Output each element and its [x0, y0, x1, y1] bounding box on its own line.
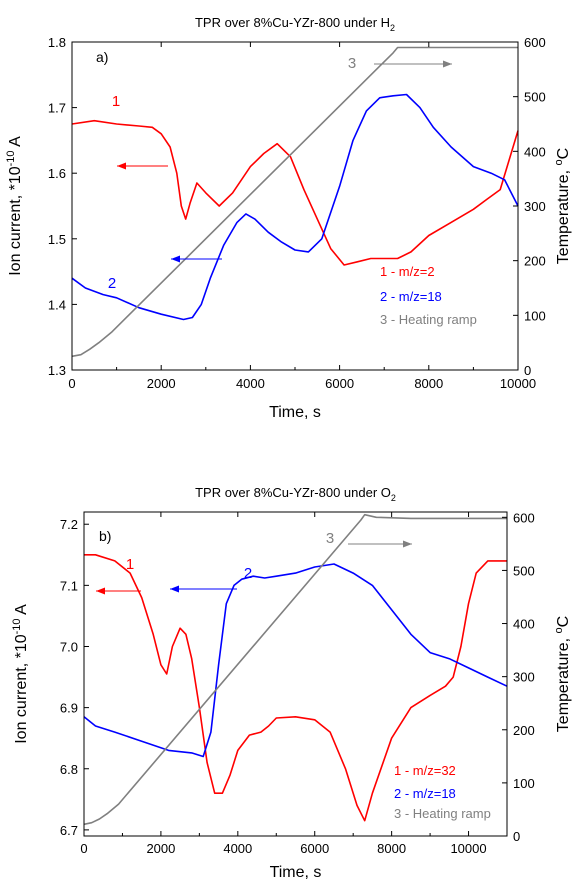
panel-b-legend-entry-2: 2 - m/z=18	[394, 786, 456, 801]
panel-a-legend-entry-3: 3 - Heating ramp	[380, 312, 477, 327]
panel-b-y2-tick-label: 100	[513, 776, 535, 791]
panel-b-y2-tick-label: 600	[513, 510, 535, 525]
panel-b-title: TPR over 8%Cu-YZr-800 under O2	[195, 485, 396, 503]
panel-a-legend-entry-2: 2 - m/z=18	[380, 289, 442, 304]
panel-b-y-tick-label: 7.0	[60, 639, 78, 654]
panel-a-series-1-line	[71, 119, 519, 266]
panel-a-series-3-line	[71, 46, 518, 358]
panel-b-curve-label-2: 2	[244, 565, 252, 582]
panel-a-y-axis-label: Ion current, *10-10 A	[5, 136, 24, 276]
panel-b-series-3-line	[83, 513, 507, 826]
panel-b-y-tick-label: 7.1	[60, 578, 78, 593]
panel-b-y2-tick-label: 400	[513, 617, 535, 632]
panel-b-panel-letter: b)	[99, 528, 111, 544]
panel-b-legend-entry-1: 1 - m/z=32	[394, 763, 456, 778]
panel-a-x-tick-label: 4000	[236, 376, 265, 391]
panel-b-curve-label-1: 1	[126, 556, 134, 573]
panel-a-x-tick-label: 2000	[147, 376, 176, 391]
panel-b-x-tick-label: 8000	[377, 841, 406, 856]
panel-a-y2-tick-label: 500	[524, 90, 546, 105]
panel-b-axis-arrow-head-3	[403, 540, 412, 548]
panel-a-y-tick-label: 1.6	[48, 166, 66, 181]
panel-b-y-tick-label: 6.8	[60, 762, 78, 777]
panel-a-curve-label-2: 2	[108, 275, 116, 292]
panel-a-y2-tick-label: 200	[524, 254, 546, 269]
panel-b-y2-axis-label: Temperature, oC	[553, 616, 572, 732]
panel-a-y2-tick-label: 300	[524, 199, 546, 214]
panel-b-axis-arrow-head-1	[96, 587, 105, 595]
panel-b-series-1-line	[84, 554, 507, 822]
panel-b-curve-label-3: 3	[326, 530, 334, 547]
panel-b-y2-tick-label: 0	[513, 829, 520, 844]
panel-a-y2-tick-label: 100	[524, 308, 546, 323]
panel-b-x-axis-label: Time, s	[270, 864, 322, 881]
panel-a-curve-label-3: 3	[348, 55, 356, 72]
panel-b-x-tick-label: 0	[80, 841, 87, 856]
panel-a-x-tick-label: 10000	[500, 376, 536, 391]
panel-a-axis-arrow-head-2	[171, 255, 180, 263]
panel-a-series-2-line	[71, 93, 519, 321]
panel-b-y-tick-label: 6.7	[60, 823, 78, 838]
panel-a-panel-letter: a)	[96, 49, 108, 65]
panel-a-y2-tick-label: 600	[524, 35, 546, 50]
panel-b-x-tick-label: 2000	[146, 841, 175, 856]
panel-a-y-tick-label: 1.3	[48, 363, 66, 378]
panel-a-x-tick-label: 0	[68, 376, 75, 391]
panel-b-series-2-line	[83, 563, 508, 758]
panel-a-y-tick-label: 1.4	[48, 297, 66, 312]
panel-a-title: TPR over 8%Cu-YZr-800 under H2	[195, 15, 395, 33]
panel-a-y2-tick-label: 400	[524, 144, 546, 159]
panel-a-curve-label-1: 1	[112, 93, 120, 110]
panel-b-x-tick-label: 6000	[300, 841, 329, 856]
panel-a-x-tick-label: 6000	[325, 376, 354, 391]
panel-b-x-tick-label: 10000	[450, 841, 486, 856]
panel-a-y-tick-label: 1.7	[48, 101, 66, 116]
panel-b-y2-tick-label: 300	[513, 670, 535, 685]
panel-b-x-tick-label: 4000	[223, 841, 252, 856]
panel-a-axis-arrow-head-1	[117, 162, 126, 170]
panel-a-y2-axis-label: Temperature, oC	[553, 148, 572, 264]
panel-a-y-tick-label: 1.8	[48, 35, 66, 50]
panel-b-y-axis-label: Ion current, *10-10 A	[11, 604, 30, 744]
panel-b-y-tick-label: 7.2	[60, 517, 78, 532]
panel-b-y2-tick-label: 500	[513, 563, 535, 578]
panel-b-y-tick-label: 6.9	[60, 701, 78, 716]
panel-a-x-axis-label: Time, s	[269, 404, 321, 421]
panel-a-legend-entry-1: 1 - m/z=2	[380, 264, 435, 279]
panel-a-y2-tick-label: 0	[524, 363, 531, 378]
panel-a-y-tick-label: 1.5	[48, 232, 66, 247]
panel-b-legend-entry-3: 3 - Heating ramp	[394, 806, 491, 821]
panel-b-axis-arrow-head-2	[170, 585, 179, 593]
panel-a-axis-arrow-head-3	[443, 60, 452, 68]
panel-b-y2-tick-label: 200	[513, 723, 535, 738]
panel-b-plot-frame	[83, 511, 508, 837]
panel-a-x-tick-label: 8000	[414, 376, 443, 391]
